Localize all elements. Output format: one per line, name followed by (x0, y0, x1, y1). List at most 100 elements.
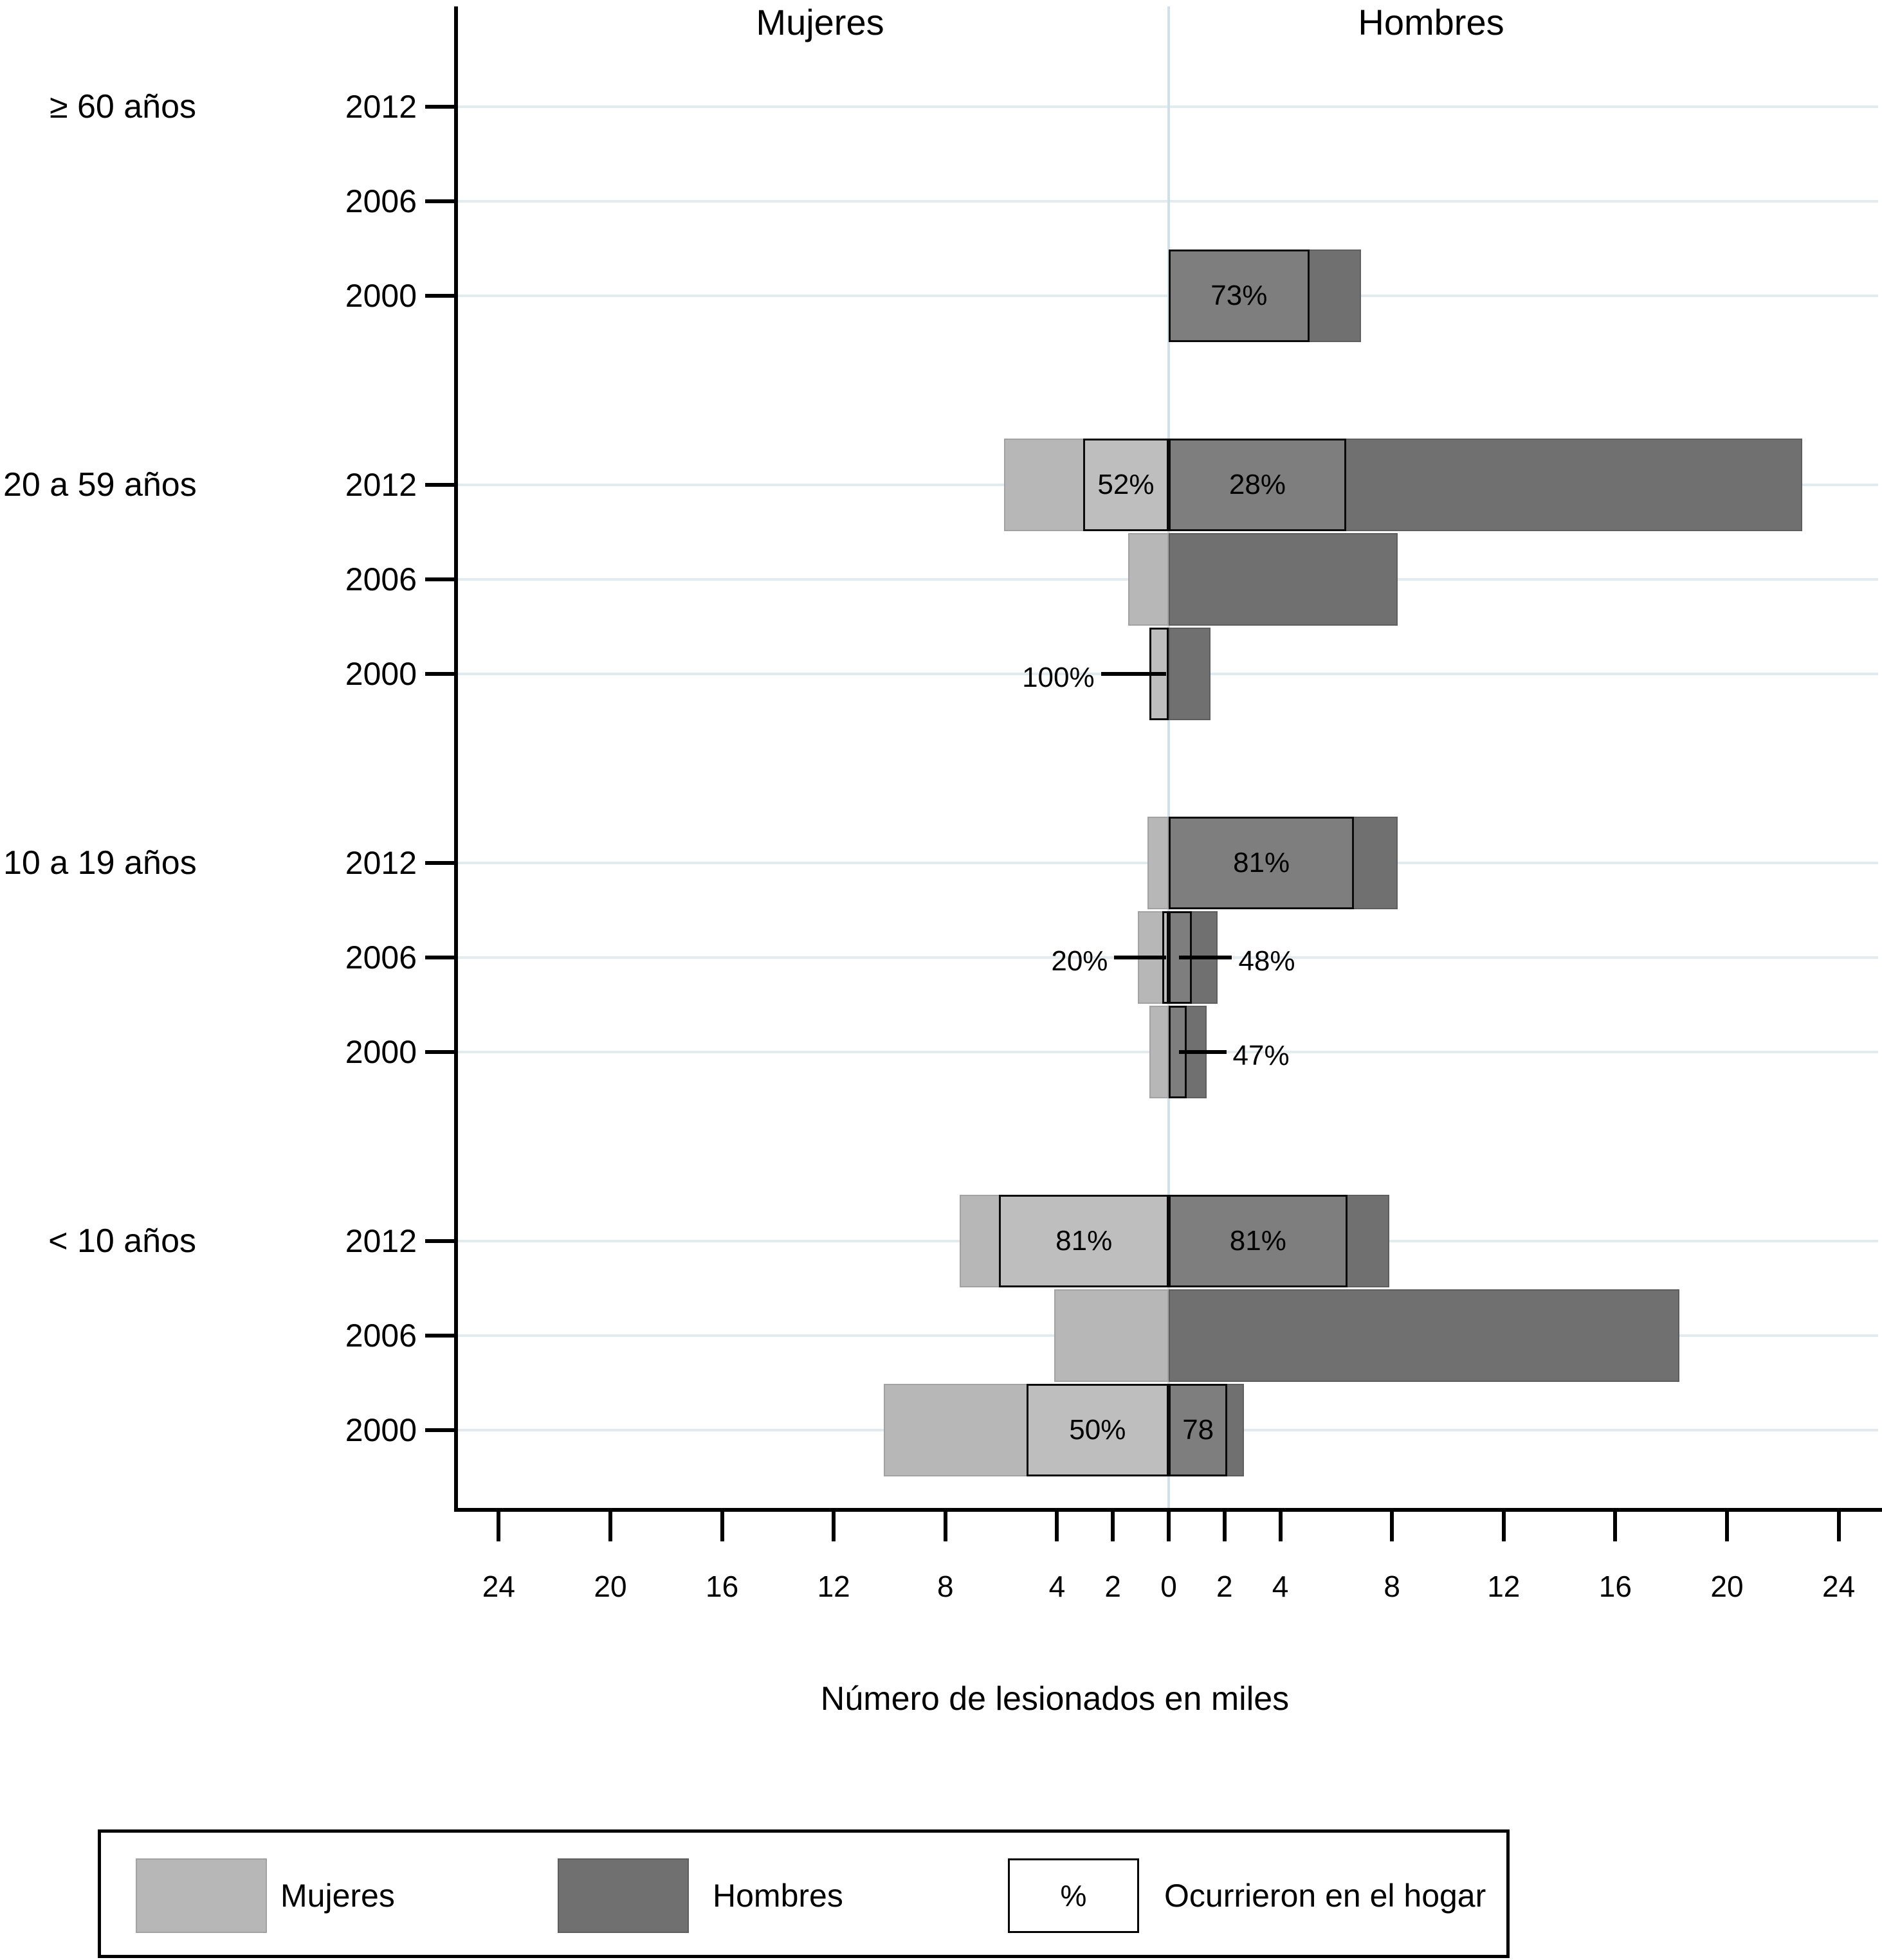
x-tick-label: 2 (1104, 1570, 1121, 1603)
x-tick (1278, 1512, 1283, 1541)
home-share-label: 81% (1233, 847, 1290, 878)
y-tick (425, 1050, 456, 1054)
age-group-label: < 10 años (48, 1222, 196, 1260)
x-tick (497, 1512, 501, 1541)
y-tick (425, 1334, 456, 1338)
x-tick-label: 16 (1598, 1570, 1632, 1603)
year-label: 2006 (345, 1318, 417, 1354)
x-tick (608, 1512, 612, 1541)
legend-swatch-hombres (558, 1858, 689, 1933)
year-label: 2012 (345, 89, 417, 125)
home-share-label: 50% (1069, 1414, 1126, 1446)
home-share-box-hombres-2012 (1169, 1195, 1348, 1287)
x-tick (1613, 1512, 1618, 1541)
year-label: 2000 (345, 1412, 417, 1448)
year-label: 2006 (345, 561, 417, 597)
gridline (456, 200, 1878, 203)
home-share-label: 20% (1051, 945, 1108, 977)
legend-swatch-percent: % (1008, 1858, 1139, 1933)
bar-hombres-20 a 59 años-2012 (1169, 439, 1803, 531)
legend-label-mujeres: Mujeres (280, 1878, 395, 1914)
y-axis-line (454, 6, 458, 1512)
x-tick (1501, 1512, 1506, 1541)
home-share-callout-line (1101, 672, 1166, 676)
gridline (456, 295, 1878, 297)
bar-hombres-≥ 60 años-2000 (1169, 250, 1362, 342)
home-share-box-hombres-2000 (1169, 1384, 1228, 1476)
bar-mujeres-20 a 59 años-2006 (1128, 533, 1169, 626)
year-label: 2000 (345, 278, 417, 314)
x-tick (720, 1512, 724, 1541)
y-tick (425, 577, 456, 581)
y-tick (425, 105, 456, 109)
y-tick (425, 1239, 456, 1243)
y-tick (425, 672, 456, 676)
year-label: 2012 (345, 845, 417, 881)
x-tick-label: 16 (706, 1570, 739, 1603)
x-tick (1836, 1512, 1841, 1541)
home-share-box-hombres-2000 (1169, 250, 1310, 342)
x-tick (1055, 1512, 1059, 1541)
x-tick-label: 2 (1216, 1570, 1233, 1603)
home-share-label: 52% (1097, 469, 1155, 500)
x-tick (1167, 1512, 1171, 1541)
year-label: 2000 (345, 1034, 417, 1070)
home-share-callout-line (1179, 956, 1232, 959)
year-label: 2006 (345, 939, 417, 975)
year-label: 2000 (345, 656, 417, 692)
home-share-box-hombres-2012 (1169, 817, 1355, 909)
home-share-box-mujeres-2000 (1026, 1384, 1169, 1476)
home-share-box-hombres-2012 (1169, 439, 1346, 531)
legend-label-hombres: Hombres (713, 1878, 843, 1914)
gridline (456, 105, 1878, 108)
zero-reference-line (1167, 6, 1170, 1508)
x-tick (1111, 1512, 1115, 1541)
home-share-callout-line (1179, 1050, 1227, 1054)
x-tick-label: 24 (1822, 1570, 1856, 1603)
year-label: 2012 (345, 467, 417, 503)
bar-mujeres-< 10 años-2006 (1054, 1289, 1169, 1382)
home-share-label: 47% (1232, 1040, 1290, 1071)
year-label: 2006 (345, 183, 417, 219)
legend-swatch-mujeres (136, 1858, 267, 1933)
home-share-label: 28% (1229, 469, 1286, 500)
year-label: 2012 (345, 1223, 417, 1259)
age-group-label: ≥ 60 años (49, 88, 196, 125)
age-group-label: 10 a 19 años (3, 844, 197, 882)
x-tick (832, 1512, 836, 1541)
home-share-label: 73% (1211, 280, 1268, 311)
home-share-label: 48% (1238, 945, 1295, 977)
x-axis-title: Número de lesionados en miles (820, 1680, 1290, 1718)
y-tick (425, 483, 456, 487)
column-header-mujeres: Mujeres (756, 2, 884, 42)
bar-hombres-< 10 años-2000 (1169, 1384, 1245, 1476)
home-share-label: 78 (1182, 1414, 1214, 1446)
legend (98, 1829, 1510, 1958)
bar-hombres-20 a 59 años-2006 (1169, 533, 1398, 626)
home-share-box-mujeres-2012 (999, 1195, 1169, 1287)
home-share-label: 100% (1022, 662, 1095, 693)
x-tick (1725, 1512, 1729, 1541)
bar-mujeres-10 a 19 años-2012 (1147, 817, 1169, 909)
x-tick-label: 8 (937, 1570, 954, 1603)
bar-hombres-< 10 años-2006 (1169, 1289, 1680, 1382)
home-share-callout-line (1114, 956, 1166, 959)
y-tick (425, 294, 456, 298)
bar-mujeres-< 10 años-2000 (884, 1384, 1169, 1476)
x-tick-label: 4 (1272, 1570, 1289, 1603)
y-tick (425, 861, 456, 865)
y-tick (425, 199, 456, 203)
x-tick (1390, 1512, 1394, 1541)
x-tick-label: 12 (1487, 1570, 1521, 1603)
bar-mujeres-10 a 19 años-2000 (1149, 1006, 1169, 1098)
home-share-box-mujeres-2012 (1083, 439, 1169, 531)
y-tick (425, 956, 456, 959)
y-tick (425, 1428, 456, 1432)
x-tick-label: 20 (594, 1570, 627, 1603)
x-axis-line (454, 1508, 1882, 1512)
legend-label-home: Ocurrieron en el hogar (1164, 1878, 1486, 1914)
age-group-label: 20 a 59 años (3, 466, 197, 504)
x-tick-label: 0 (1160, 1570, 1177, 1603)
x-tick-label: 20 (1710, 1570, 1744, 1603)
